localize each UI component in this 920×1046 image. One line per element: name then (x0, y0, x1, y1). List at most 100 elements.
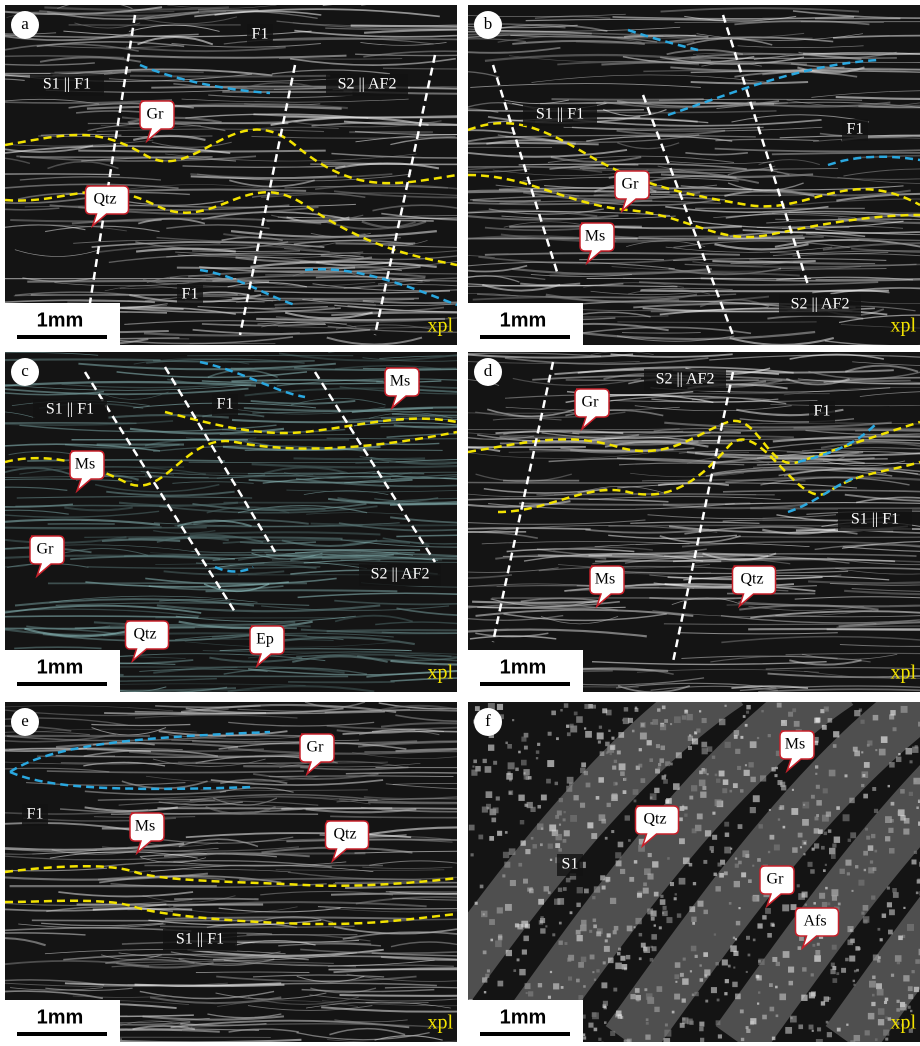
streak (150, 552, 362, 556)
grain (498, 934, 503, 939)
callout (69, 450, 105, 494)
streak (118, 952, 357, 961)
structure-label-bg (809, 401, 835, 423)
grain (580, 767, 586, 774)
grain (638, 957, 642, 961)
grain (512, 719, 515, 722)
streak (5, 443, 161, 452)
grain (626, 1038, 632, 1042)
streak (468, 489, 602, 498)
grain (872, 867, 877, 871)
streak (771, 151, 920, 156)
grain (871, 993, 875, 997)
grain (601, 1041, 604, 1042)
streak (783, 189, 911, 197)
grain (472, 765, 475, 768)
grain (698, 710, 702, 713)
grain (729, 789, 733, 793)
streak (49, 595, 258, 603)
grain (593, 978, 597, 981)
grain (877, 1019, 885, 1026)
grain (492, 807, 499, 814)
grain (647, 996, 653, 1002)
grain (863, 762, 870, 768)
streak (765, 666, 920, 670)
grain (620, 868, 626, 875)
streak (171, 42, 321, 48)
streak (315, 275, 387, 279)
grain (836, 1027, 841, 1032)
streak (151, 141, 232, 148)
grain (767, 850, 771, 854)
mineral-label: Gr (582, 394, 600, 411)
grain (635, 917, 642, 925)
streak (63, 953, 309, 961)
streak (256, 317, 445, 322)
grain (876, 988, 884, 996)
streak (789, 659, 862, 666)
streak (785, 652, 920, 656)
streak (468, 430, 684, 437)
streak (40, 133, 122, 136)
streak (96, 391, 169, 400)
grain (724, 821, 730, 827)
grain (827, 902, 831, 906)
streak (128, 54, 347, 59)
grain (595, 796, 600, 800)
streak (5, 173, 120, 176)
grain (900, 815, 906, 821)
streak (512, 267, 712, 276)
streak (468, 574, 513, 579)
streak (121, 940, 372, 945)
streak (219, 787, 294, 793)
grain (547, 731, 552, 736)
streak (472, 199, 541, 203)
grain (551, 829, 559, 837)
streak (155, 562, 388, 566)
grain (738, 907, 741, 910)
streak (492, 417, 562, 421)
grain (722, 779, 729, 785)
streak (381, 704, 457, 711)
streak (203, 583, 270, 593)
streak (290, 57, 456, 66)
grain (505, 741, 508, 745)
grain (610, 1030, 616, 1036)
trace-line (641, 94, 735, 336)
grain (674, 993, 681, 1000)
panel-letter: d (484, 361, 493, 380)
grain (804, 903, 807, 906)
structure-label-bg (842, 119, 868, 141)
grain (825, 811, 832, 817)
streak (118, 800, 319, 806)
streak (468, 603, 618, 611)
streak (16, 496, 253, 499)
grain (593, 886, 601, 893)
callout (384, 367, 420, 411)
grain (752, 795, 760, 803)
streak (227, 282, 308, 288)
streak (640, 289, 889, 293)
grain (547, 843, 553, 849)
streak (371, 728, 444, 733)
streak (381, 212, 457, 221)
streak (468, 46, 561, 54)
grain (889, 848, 895, 854)
grain (489, 734, 494, 738)
streak (660, 7, 860, 13)
grain (504, 903, 512, 911)
mineral-label: Qtz (333, 826, 356, 843)
scale-bar (480, 1032, 570, 1036)
streak (686, 37, 773, 46)
streak (55, 548, 148, 556)
streak (185, 707, 344, 714)
grain (827, 718, 833, 723)
grain (885, 1037, 889, 1041)
grain (832, 843, 837, 848)
streak (326, 628, 457, 633)
streak (617, 685, 691, 692)
grain (700, 1037, 705, 1042)
streak (118, 501, 239, 507)
streak (241, 82, 321, 90)
